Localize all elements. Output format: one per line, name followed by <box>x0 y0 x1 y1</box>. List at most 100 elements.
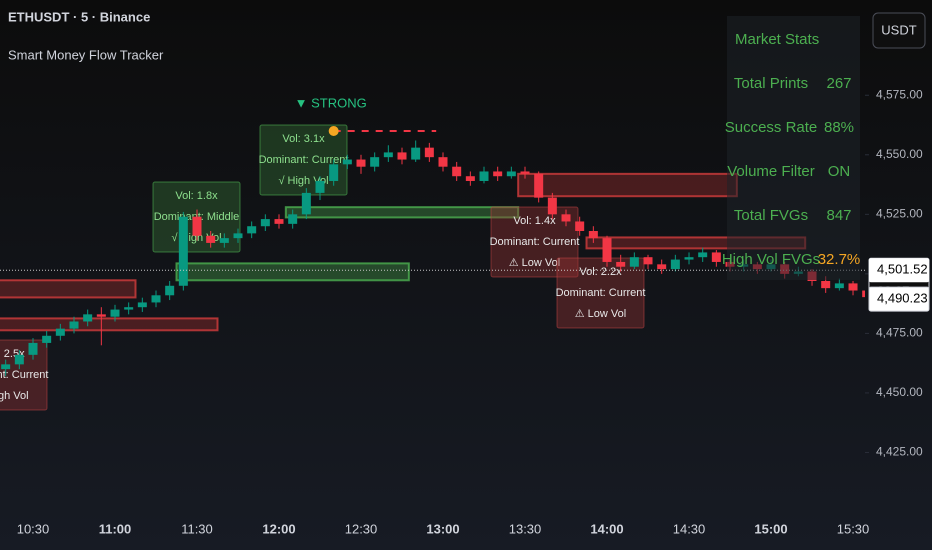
candle-body <box>493 171 503 177</box>
candle-body <box>69 321 79 329</box>
indicator-name: Smart Money Flow Tracker <box>8 47 164 62</box>
x-tick-label: 11:30 <box>181 521 213 536</box>
candle-body <box>274 219 284 224</box>
candle-body <box>329 164 339 181</box>
candle-body <box>192 216 202 236</box>
candle-body <box>862 290 865 298</box>
signal-label-text: Dominant: Current <box>259 154 349 166</box>
x-tick-label: 13:00 <box>426 521 459 536</box>
candle-body <box>315 180 325 193</box>
candle-body <box>301 192 311 215</box>
x-tick-label: 15:00 <box>754 521 787 536</box>
fvg-zone <box>175 262 410 282</box>
candle-body <box>506 171 516 177</box>
stats-title: Market Stats <box>735 31 819 48</box>
candle-body <box>178 216 188 286</box>
candle-body <box>465 176 475 181</box>
stats-value: 88% <box>824 119 854 136</box>
candle-body <box>424 147 434 158</box>
candle-body <box>616 261 626 267</box>
x-tick-label: 14:00 <box>590 521 623 536</box>
fvg-zone <box>0 317 219 332</box>
x-tick-label: 14:30 <box>673 521 706 536</box>
fvg-zone <box>517 172 738 198</box>
y-tick-label: 4,425.00 <box>876 445 923 459</box>
candle-body <box>711 252 721 262</box>
signal-label-box <box>556 257 645 329</box>
stats-label: Success Rate <box>725 119 818 136</box>
candle-body <box>288 214 298 224</box>
candle-body <box>547 197 557 215</box>
candle-body <box>219 238 229 243</box>
price-tag-label: 4,501.52 <box>877 262 928 277</box>
price-tag-label: 4,490.23 <box>877 291 928 306</box>
y-tick-label: 4,575.00 <box>876 87 923 101</box>
stats-label: Total Prints <box>734 75 808 92</box>
signal-label-text: Dominant: Current <box>556 287 646 299</box>
candle-body <box>657 264 667 270</box>
candle-body <box>629 257 639 267</box>
candle-body <box>534 173 544 198</box>
signal-label-text: Vol: 3.1x <box>282 133 325 145</box>
signal-label-text: Vol: 2.2x <box>579 266 622 278</box>
candle-body <box>397 152 407 160</box>
price-axis: 4,425.004,450.004,475.004,500.004,525.00… <box>865 87 930 459</box>
stats-value: ON <box>828 163 851 180</box>
currency-label[interactable]: USDT <box>881 22 916 37</box>
candle-body <box>438 157 448 167</box>
y-tick-label: 4,450.00 <box>876 385 923 399</box>
stats-value: 32.7% <box>818 251 861 268</box>
candle-body <box>110 309 120 317</box>
y-tick-label: 4,550.00 <box>876 147 923 161</box>
signal-label-text: Vol: 1.8x <box>175 190 218 202</box>
signal-label-text: ⚠ Low Vol <box>575 308 626 320</box>
level-dot <box>328 125 339 136</box>
stats-label: Total FVGs <box>734 207 808 224</box>
candle-body <box>479 171 489 181</box>
x-tick-label: 15:30 <box>837 521 870 536</box>
candle-body <box>698 252 708 258</box>
candle-body <box>206 235 216 243</box>
price-tag <box>868 286 930 312</box>
candle-body <box>151 295 161 303</box>
candle-body <box>28 342 38 355</box>
stats-label: High Vol FVGs <box>722 251 820 268</box>
plot-area: Vol: 2.5xDominant: Current√ High VolVol:… <box>0 95 865 411</box>
candle-body <box>575 221 585 231</box>
signal-label-text: Dominant: Current <box>0 369 48 381</box>
candle-body <box>411 147 421 160</box>
signal-label-text: √ High Vol <box>0 390 29 402</box>
signal-label-text: ⚠ Low Vol <box>509 257 560 269</box>
candle-body <box>14 354 24 365</box>
candle-body <box>96 314 106 317</box>
candle-body <box>233 233 243 239</box>
candle-body <box>342 159 352 165</box>
candle-body <box>834 283 844 289</box>
candle-body <box>356 159 366 167</box>
signal-label-text: Vol: 1.4x <box>513 215 556 227</box>
signal-label-box <box>0 339 48 411</box>
x-tick-label: 12:30 <box>345 521 378 536</box>
stats-value: 847 <box>826 207 851 224</box>
candle-body <box>588 230 598 239</box>
candle-body <box>848 283 858 291</box>
candle-body <box>55 328 65 336</box>
currency-button[interactable] <box>872 12 926 49</box>
stats-panel <box>727 16 860 280</box>
candle-body <box>684 257 694 260</box>
candle-body <box>260 219 270 227</box>
fvg-zone <box>284 206 520 219</box>
x-tick-label: 13:30 <box>509 521 542 536</box>
candle-body <box>370 157 380 167</box>
candle-body <box>670 259 680 270</box>
chart-title: ETHUSDT · 5 · Binance <box>8 9 150 24</box>
x-tick-label: 12:00 <box>262 521 295 536</box>
candle-body <box>383 152 393 158</box>
candle-body <box>821 281 831 289</box>
candle-body <box>643 257 653 265</box>
candle-body <box>137 302 147 308</box>
stats-value: 267 <box>826 75 851 92</box>
y-tick-label: 4,525.00 <box>876 206 923 220</box>
